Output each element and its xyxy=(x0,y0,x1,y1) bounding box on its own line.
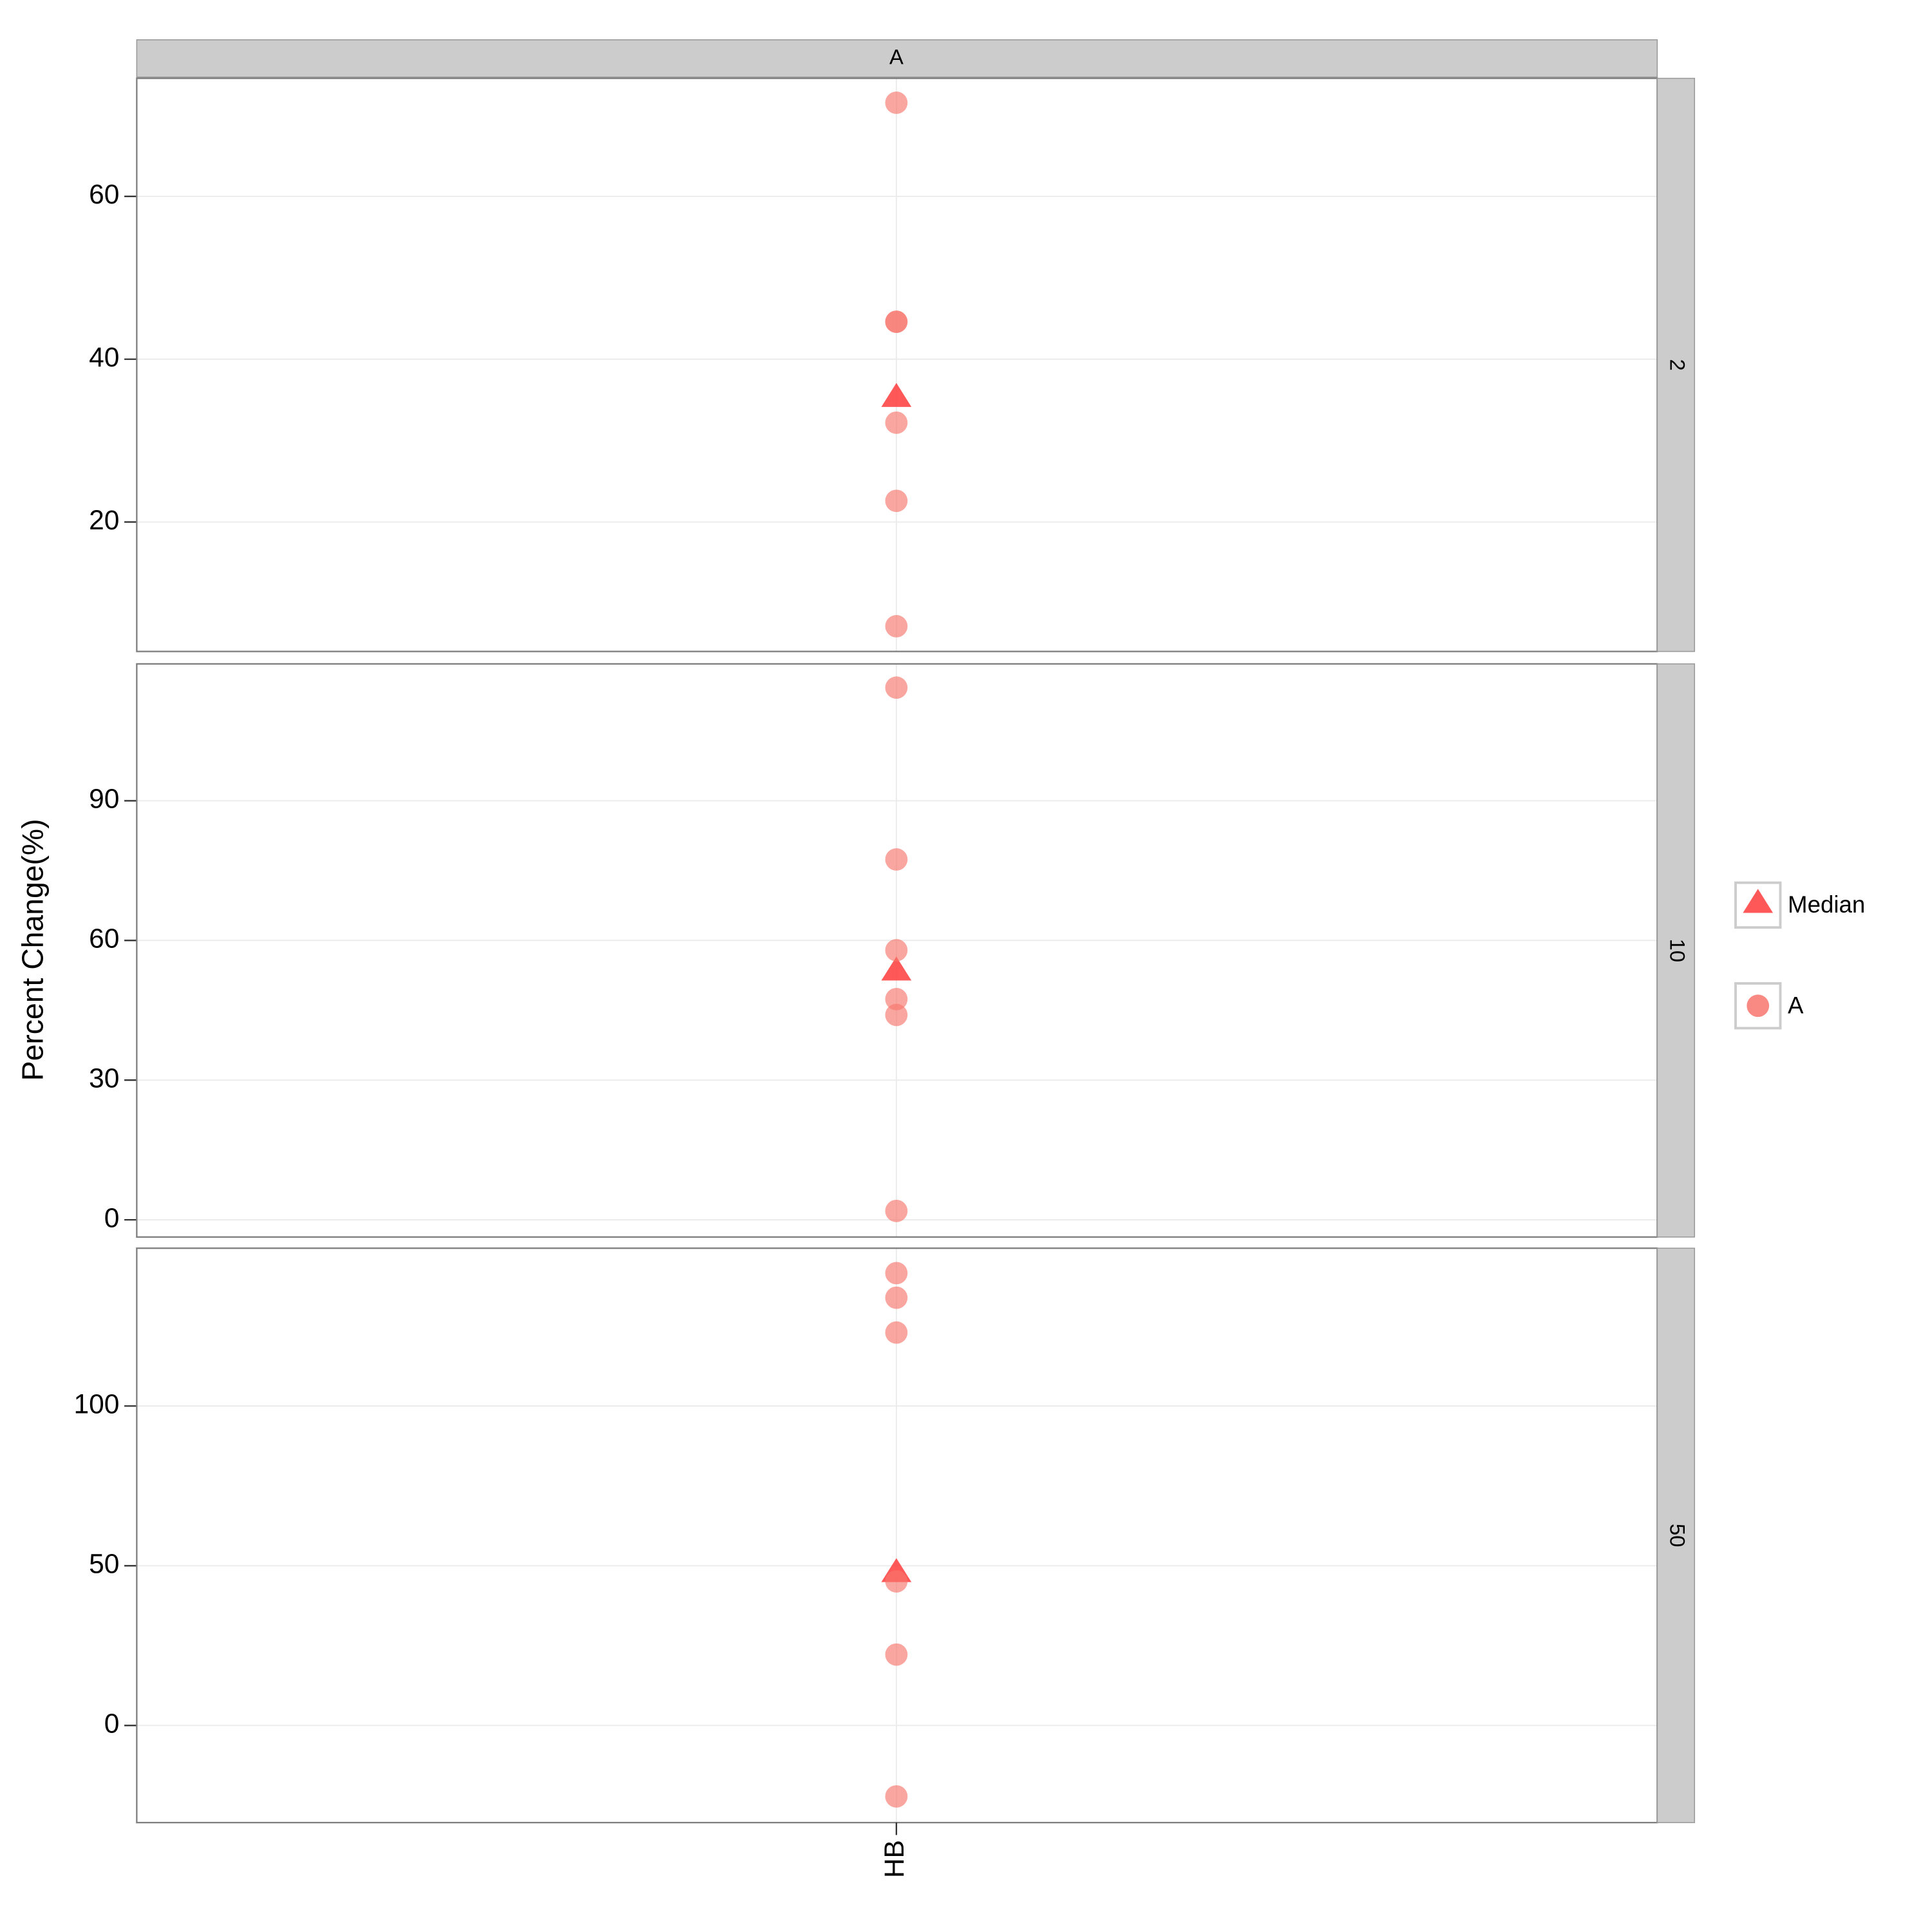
legend-label: Median xyxy=(1788,891,1865,918)
point xyxy=(885,1199,908,1222)
point xyxy=(885,1286,908,1309)
legend-marker xyxy=(1747,994,1770,1018)
x-tick-label: HB xyxy=(879,1840,909,1878)
y-tick-label: 90 xyxy=(89,784,119,814)
y-tick-label: 40 xyxy=(89,342,119,372)
median-marker xyxy=(881,383,912,407)
row-strip-label: 50 xyxy=(1666,1524,1690,1547)
point xyxy=(885,1785,908,1808)
column-strip xyxy=(136,39,1658,78)
y-tick-label: 60 xyxy=(89,179,119,209)
y-tick-label: 0 xyxy=(104,1709,120,1739)
legend-label: A xyxy=(1788,992,1804,1018)
y-axis-label: Percent Change(%) xyxy=(15,819,49,1081)
point xyxy=(885,489,908,513)
point xyxy=(885,848,908,871)
y-tick-label: 20 xyxy=(89,505,119,535)
point xyxy=(885,91,908,114)
median-marker xyxy=(881,956,912,981)
y-tick-label: 100 xyxy=(73,1388,119,1419)
y-tick-label: 30 xyxy=(89,1063,119,1093)
point xyxy=(885,411,908,434)
point xyxy=(885,1321,908,1344)
row-strip xyxy=(1656,1247,1696,1823)
point xyxy=(885,988,908,1010)
column-strip-label: A xyxy=(889,44,904,68)
point xyxy=(885,676,908,699)
y-tick-label: 60 xyxy=(89,923,119,954)
point xyxy=(885,939,908,961)
row-strip xyxy=(1656,77,1696,652)
point xyxy=(885,1262,908,1285)
point xyxy=(885,1003,908,1027)
point xyxy=(885,1643,908,1666)
point xyxy=(885,310,908,333)
row-strip-label: 10 xyxy=(1666,939,1690,962)
y-tick-label: 50 xyxy=(89,1549,119,1579)
legend-marker xyxy=(1743,889,1774,913)
point xyxy=(885,615,908,638)
row-strip-label: 2 xyxy=(1666,359,1690,370)
row-strip xyxy=(1656,663,1696,1238)
point xyxy=(885,1570,908,1593)
y-tick-label: 0 xyxy=(104,1202,120,1233)
